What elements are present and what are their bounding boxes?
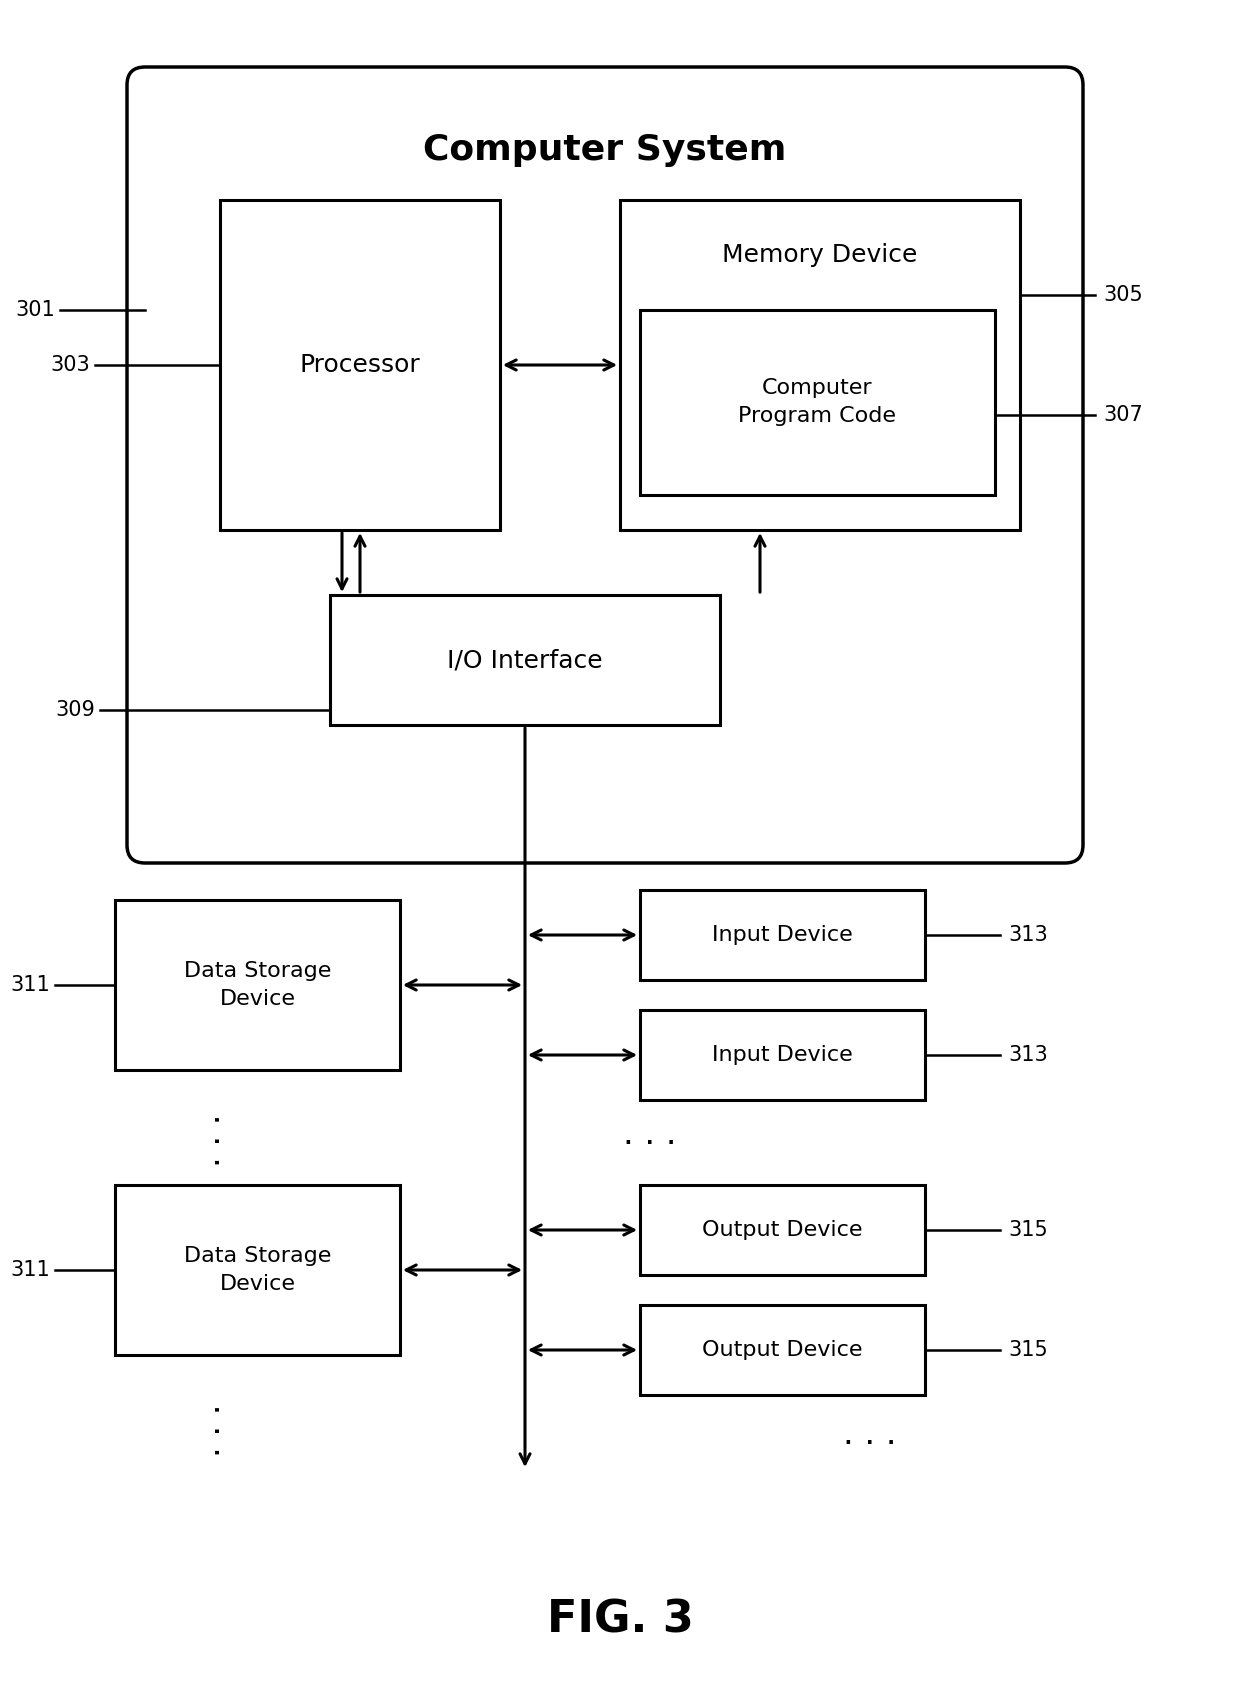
Bar [115, 1185, 401, 1355]
Text: 309: 309 [55, 701, 95, 720]
Bar [640, 310, 994, 494]
Bar [640, 1304, 925, 1395]
FancyBboxPatch shape [126, 66, 1083, 863]
Bar [620, 199, 1021, 530]
Text: 311: 311 [10, 975, 50, 996]
Text: FIG. 3: FIG. 3 [547, 1599, 693, 1642]
Text: 315: 315 [1008, 1221, 1048, 1240]
Bar [640, 890, 925, 980]
Text: 315: 315 [1008, 1340, 1048, 1361]
Text: Data Storage
Device: Data Storage Device [184, 1246, 331, 1294]
Text: . . .: . . . [193, 1113, 227, 1166]
Text: 313: 313 [1008, 1045, 1048, 1066]
Text: Processor: Processor [300, 353, 420, 377]
Text: . . .: . . . [193, 1403, 227, 1456]
Text: 313: 313 [1008, 926, 1048, 945]
Text: 303: 303 [51, 355, 91, 375]
Text: Data Storage
Device: Data Storage Device [184, 962, 331, 1009]
Bar [115, 900, 401, 1071]
Bar [219, 199, 500, 530]
Text: Memory Device: Memory Device [723, 244, 918, 268]
Text: I/O Interface: I/O Interface [448, 648, 603, 672]
Text: Input Device: Input Device [712, 1045, 853, 1066]
Bar [640, 1185, 925, 1275]
Bar [330, 595, 720, 725]
Text: Computer System: Computer System [423, 133, 786, 167]
Text: Output Device: Output Device [702, 1221, 863, 1240]
Text: . . .: . . . [843, 1419, 897, 1451]
Text: . . .: . . . [624, 1118, 677, 1151]
Text: Input Device: Input Device [712, 926, 853, 945]
Text: 305: 305 [1104, 285, 1143, 305]
Text: 311: 311 [10, 1260, 50, 1280]
Text: Output Device: Output Device [702, 1340, 863, 1361]
Text: Computer
Program Code: Computer Program Code [739, 379, 897, 426]
Bar [640, 1009, 925, 1100]
Text: 307: 307 [1104, 406, 1143, 425]
Text: 301: 301 [15, 300, 55, 321]
